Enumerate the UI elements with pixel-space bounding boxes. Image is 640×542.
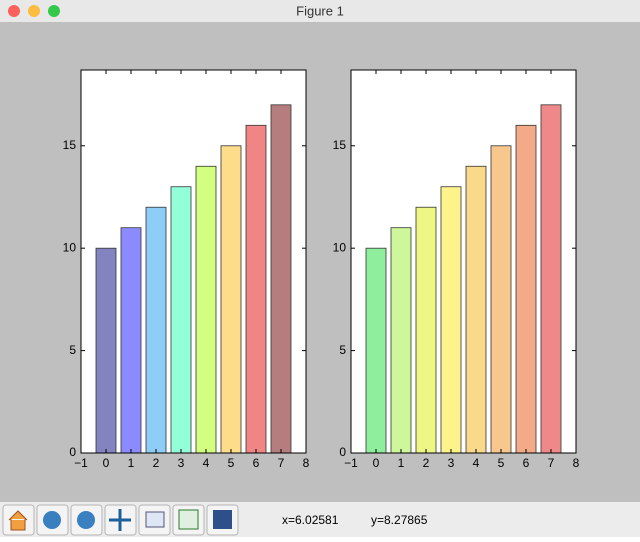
x-tick-label: 5 <box>228 456 235 470</box>
bar <box>145 206 167 454</box>
bar <box>490 145 512 454</box>
y-tick-label: 10 <box>63 240 77 254</box>
minimize-button[interactable] <box>28 5 40 17</box>
axes-frame <box>80 69 307 454</box>
close-button[interactable] <box>8 5 20 17</box>
x-tick-label: 4 <box>473 456 480 470</box>
y-tick-label: 0 <box>339 445 346 459</box>
x-tick-label: 8 <box>303 456 310 470</box>
x-tick-label: 3 <box>448 456 455 470</box>
back-icon <box>43 511 61 529</box>
bar <box>540 104 562 454</box>
x-tick-label: 5 <box>498 456 505 470</box>
y-tick-label: 5 <box>339 343 346 357</box>
axes-frame <box>350 69 577 454</box>
y-tick-label: 10 <box>333 240 347 254</box>
bar <box>270 104 292 454</box>
title-bar <box>0 0 640 22</box>
zoom-icon <box>145 511 165 528</box>
x-tick-label: 2 <box>423 456 430 470</box>
bar <box>195 165 217 454</box>
bar <box>440 186 462 454</box>
pan-icon <box>109 509 131 531</box>
x-tick-label: −1 <box>344 456 358 470</box>
x-tick-label: 3 <box>178 456 185 470</box>
x-tick-label: −1 <box>74 456 88 470</box>
x-tick-label: 4 <box>203 456 210 470</box>
y-tick-label: 0 <box>69 445 76 459</box>
status-x: x=6.02581 <box>282 513 339 527</box>
x-tick-label: 2 <box>153 456 160 470</box>
bar <box>95 247 117 454</box>
zoom-button[interactable] <box>48 5 60 17</box>
bar <box>515 124 537 454</box>
bar <box>365 247 387 454</box>
bar <box>390 227 412 454</box>
x-tick-label: 1 <box>398 456 405 470</box>
save-icon <box>213 510 232 529</box>
window-title: Figure 1 <box>296 3 344 18</box>
bar <box>245 124 267 454</box>
y-tick-label: 15 <box>63 138 77 152</box>
toolbar-buttons <box>2 504 239 536</box>
status-y: y=8.27865 <box>371 513 428 527</box>
x-tick-label: 6 <box>523 456 530 470</box>
bar <box>415 206 437 454</box>
y-tick-label: 15 <box>333 138 347 152</box>
plot-area <box>351 70 576 453</box>
x-tick-label: 7 <box>278 456 285 470</box>
x-tick-label: 1 <box>128 456 135 470</box>
x-tick-label: 7 <box>548 456 555 470</box>
x-tick-label: 8 <box>573 456 580 470</box>
home-icon <box>8 510 28 531</box>
x-tick-label: 6 <box>253 456 260 470</box>
y-tick-label: 5 <box>69 343 76 357</box>
plot-area <box>81 70 306 453</box>
x-tick-label: 0 <box>373 456 380 470</box>
bar <box>465 165 487 454</box>
subplots-icon <box>178 509 199 530</box>
bar <box>120 227 142 454</box>
x-tick-label: 0 <box>103 456 110 470</box>
bar <box>170 186 192 454</box>
bar <box>220 145 242 454</box>
forward-icon <box>77 511 95 529</box>
